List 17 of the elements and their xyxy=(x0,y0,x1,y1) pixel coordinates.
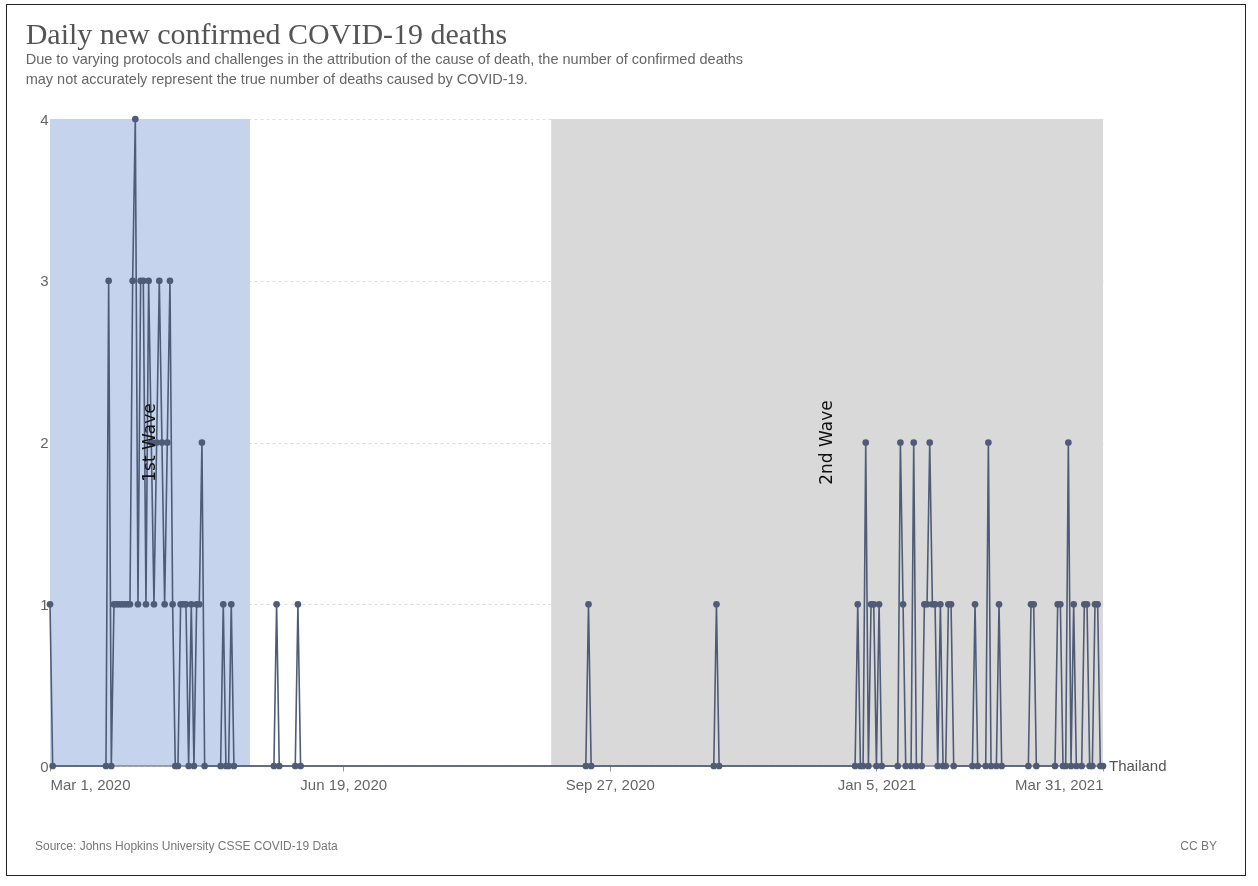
band-label: 2nd Wave xyxy=(816,400,837,485)
text: CC BY xyxy=(1180,839,1217,853)
x-tick-label: Jan 5, 2021 xyxy=(837,775,917,793)
chart-subtitle: Due to varying protocols and challenges in the attribution of the cause of death, the number of confirmed deaths may not accurately represent the true number of deaths caused by COVID-19. xyxy=(25,50,744,87)
x-tick-label: Sep 27, 2020 xyxy=(565,775,655,793)
y-tick-label: 1 xyxy=(40,595,49,613)
y-tick-label: 2 xyxy=(40,434,49,451)
x-tick-label: Mar 31, 2021 xyxy=(1015,775,1104,793)
band-label: 1st Wave xyxy=(138,403,159,482)
y-tick-label: 0 xyxy=(40,757,49,775)
x-tick-label: Jun 19, 2020 xyxy=(300,775,388,793)
chart-title: Daily new confirmed COVID-19 deaths xyxy=(25,16,508,50)
source-note: Source: Johns Hopkins University CSSE COVID-19 Data xyxy=(35,839,338,853)
x-tick-label: Mar 1, 2020 xyxy=(50,775,131,793)
y-tick-label: 4 xyxy=(40,110,49,128)
series-label: Thailand xyxy=(1109,757,1167,774)
y-tick-label: 3 xyxy=(40,272,49,290)
